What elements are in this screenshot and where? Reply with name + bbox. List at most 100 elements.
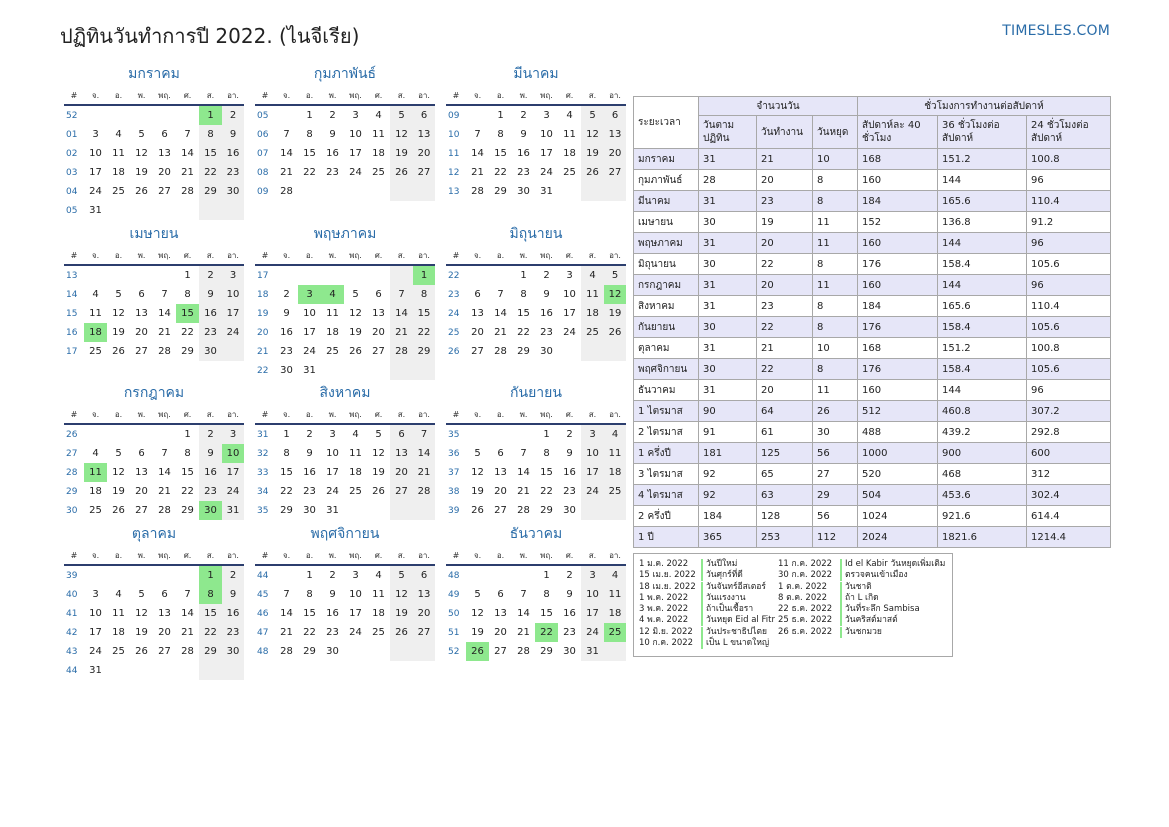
day-cell[interactable]: 15 [181,467,194,478]
day-cell[interactable]: 4 [375,110,382,121]
day-cell[interactable] [84,105,107,125]
day-cell[interactable] [413,182,435,201]
day-cell[interactable]: 14 [471,148,484,159]
day-cell[interactable]: 2 [329,570,336,581]
day-cell[interactable] [84,424,107,444]
day-cell[interactable]: 26 [372,486,385,497]
day-cell[interactable]: 29 [280,505,293,516]
day-cell[interactable] [275,565,298,585]
day-cell[interactable]: 20 [135,486,148,497]
day-cell[interactable]: 7 [413,424,435,444]
day-cell[interactable]: 30 [222,182,244,201]
day-cell[interactable] [153,661,176,680]
holiday-day-cell[interactable]: 12 [604,285,626,304]
holiday-day-cell[interactable]: 10 [222,444,244,463]
day-cell[interactable]: 4 [92,289,99,300]
day-cell[interactable]: 27 [135,346,148,357]
day-cell[interactable]: 14 [517,467,530,478]
day-cell[interactable]: 19 [390,604,413,623]
day-cell[interactable]: 1 [184,429,191,440]
day-cell[interactable]: 8 [520,289,527,300]
day-cell[interactable]: 29 [413,342,435,361]
day-cell[interactable] [107,105,130,125]
day-cell[interactable]: 5 [115,448,122,459]
day-cell[interactable]: 23 [222,623,244,642]
day-cell[interactable]: 23 [540,327,553,338]
day-cell[interactable] [604,501,626,520]
day-cell[interactable]: 11 [112,148,125,159]
day-cell[interactable]: 16 [199,304,222,323]
day-cell[interactable] [130,661,153,680]
day-cell[interactable]: 14 [158,467,171,478]
day-cell[interactable]: 1 [497,110,504,121]
day-cell[interactable]: 6 [413,565,435,585]
day-cell[interactable]: 1 [543,570,550,581]
day-cell[interactable]: 28 [517,505,530,516]
day-cell[interactable]: 18 [604,463,626,482]
day-cell[interactable]: 27 [390,482,413,501]
day-cell[interactable]: 24 [303,346,316,357]
day-cell[interactable]: 6 [497,589,504,600]
day-cell[interactable]: 8 [543,589,550,600]
holiday-day-cell[interactable]: 30 [199,501,222,520]
day-cell[interactable] [107,265,130,285]
day-cell[interactable] [466,105,489,125]
day-cell[interactable]: 6 [413,105,435,125]
day-cell[interactable]: 29 [494,186,507,197]
day-cell[interactable]: 21 [181,167,194,178]
day-cell[interactable]: 31 [581,642,604,661]
day-cell[interactable]: 11 [563,129,576,140]
day-cell[interactable] [604,342,626,361]
day-cell[interactable]: 18 [563,148,576,159]
holiday-day-cell[interactable]: 8 [199,585,222,604]
day-cell[interactable]: 21 [158,327,171,338]
day-cell[interactable]: 28 [158,346,171,357]
day-cell[interactable]: 30 [199,342,222,361]
day-cell[interactable]: 19 [581,144,604,163]
day-cell[interactable]: 5 [115,289,122,300]
day-cell[interactable]: 26 [604,323,626,342]
day-cell[interactable] [390,182,413,201]
day-cell[interactable]: 4 [604,565,626,585]
day-cell[interactable]: 3 [566,270,573,281]
day-cell[interactable]: 20 [413,144,435,163]
day-cell[interactable]: 22 [280,486,293,497]
day-cell[interactable]: 23 [326,627,339,638]
day-cell[interactable]: 31 [303,365,316,376]
day-cell[interactable]: 18 [89,486,102,497]
day-cell[interactable]: 31 [89,205,102,216]
day-cell[interactable]: 2 [199,424,222,444]
day-cell[interactable]: 24 [222,323,244,342]
day-cell[interactable] [176,201,199,220]
day-cell[interactable]: 14 [181,608,194,619]
day-cell[interactable]: 11 [372,129,385,140]
day-cell[interactable]: 24 [326,486,339,497]
day-cell[interactable]: 15 [517,308,530,319]
day-cell[interactable]: 20 [158,627,171,638]
day-cell[interactable]: 16 [326,608,339,619]
day-cell[interactable]: 1 [283,429,290,440]
day-cell[interactable]: 1 [543,429,550,440]
day-cell[interactable]: 24 [581,482,604,501]
day-cell[interactable]: 10 [326,448,339,459]
day-cell[interactable]: 25 [112,186,125,197]
holiday-day-cell[interactable]: 1 [199,565,222,585]
day-cell[interactable]: 3 [352,110,359,121]
day-cell[interactable]: 12 [581,125,604,144]
day-cell[interactable]: 20 [135,327,148,338]
day-cell[interactable] [413,642,435,661]
day-cell[interactable]: 12 [390,125,413,144]
day-cell[interactable]: 10 [349,129,362,140]
day-cell[interactable]: 28 [471,186,484,197]
day-cell[interactable]: 13 [494,467,507,478]
day-cell[interactable]: 22 [413,323,435,342]
day-cell[interactable]: 27 [372,346,385,357]
day-cell[interactable]: 25 [112,646,125,657]
day-cell[interactable] [130,424,153,444]
day-cell[interactable]: 28 [181,646,194,657]
day-cell[interactable]: 14 [390,304,413,323]
day-cell[interactable]: 19 [135,627,148,638]
day-cell[interactable]: 2 [543,270,550,281]
day-cell[interactable]: 10 [540,129,553,140]
day-cell[interactable]: 28 [413,482,435,501]
